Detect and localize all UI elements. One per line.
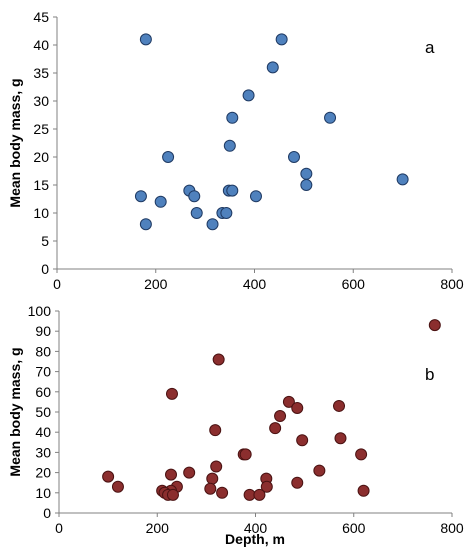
y-axis-title: Mean body mass, g [7,347,23,476]
data-point [428,319,441,332]
data-point [226,111,239,124]
y-tick-label: 10 [33,205,49,221]
data-point [291,401,304,414]
data-point [154,195,167,208]
data-point [226,184,239,197]
y-tick-label: 25 [33,121,49,137]
x-tick-label: 600 [342,520,366,536]
data-point [242,89,255,102]
data-point [204,482,217,495]
y-tick-label: 40 [33,37,49,53]
data-point [166,488,179,501]
data-point [209,424,222,437]
data-point [253,488,266,501]
y-tick-label: 30 [33,93,49,109]
data-point [212,353,225,366]
data-point [291,476,304,489]
data-point [134,190,147,203]
x-tick-label: 200 [146,520,170,536]
x-axis-title: Depth, m [225,531,285,547]
data-point [275,33,288,46]
x-tick-label: 0 [53,276,61,292]
y-tick-label: 70 [35,364,51,380]
data-point [206,218,219,231]
data-point [357,484,370,497]
x-tick-label: 0 [55,520,63,536]
y-tick-label: 40 [35,424,51,440]
y-tick-label: 5 [41,233,49,249]
data-point [266,61,279,74]
data-point [102,470,115,483]
data-point [274,410,287,423]
data-point [333,399,346,412]
data-point [282,395,295,408]
data-point [334,432,347,445]
y-axis-title: Mean body mass, g [7,78,23,207]
data-point [165,387,178,400]
data-point [300,167,313,180]
scatter-panel-b: 0 10 20 30 40 50 60 70 80 90 100 0 200 400 600 800 b M… [7,303,464,547]
y-tick-label: 30 [35,444,51,460]
data-point [162,151,175,163]
y-tick-label: 0 [43,505,51,521]
data-point [296,434,309,447]
data-point [239,448,252,461]
data-point [188,190,201,203]
data-point [210,460,223,473]
data-point [206,472,219,485]
data-point [183,466,196,479]
y-tick-label: 0 [41,261,49,277]
x-tick-label: 800 [440,520,464,536]
data-point [216,486,229,499]
y-tick-label: 90 [35,323,51,339]
data-point [220,207,233,219]
y-tick-label: 100 [28,303,52,319]
y-tick-label: 80 [35,343,51,359]
data-point [269,422,282,435]
data-point [190,207,203,219]
y-tick-label: 60 [35,384,51,400]
y-tick-label: 35 [33,65,49,81]
data-point [223,139,236,152]
scatter-panel-a: 0 5 10 15 20 25 30 35 40 45 0 200 400 600 800 a Mean … [7,9,464,292]
y-tick-label: 20 [35,465,51,481]
data-point [139,218,152,231]
y-tick-label: 20 [33,149,49,165]
y-tick-label: 10 [35,485,51,501]
x-tick-label: 400 [244,520,268,536]
data-point [165,468,178,481]
data-point [288,151,300,163]
y-tick-label: 50 [35,404,51,420]
data-point [355,448,368,461]
data-point [249,190,262,203]
data-point [260,480,273,493]
data-point [111,480,124,493]
y-tick-label: 45 [33,9,49,25]
x-tick-label: 600 [342,276,366,292]
x-tick-label: 800 [440,276,464,292]
data-point [300,179,313,191]
data-point [396,173,409,186]
x-tick-label: 400 [243,276,267,292]
data-point [139,33,152,46]
panel-label: b [425,365,434,384]
y-tick-label: 15 [33,177,49,193]
x-tick-label: 200 [144,276,168,292]
data-point [324,111,337,124]
panel-label: a [425,38,435,57]
data-point [313,464,326,477]
